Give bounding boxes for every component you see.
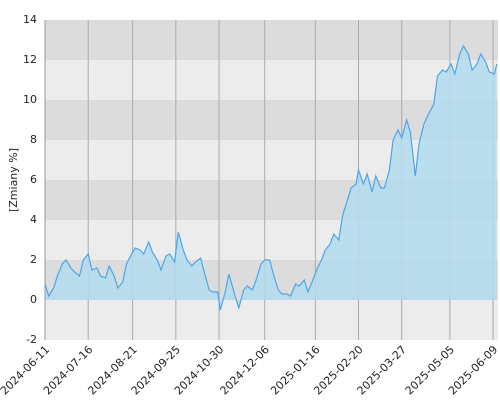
y-tick-label: 10 — [23, 93, 37, 106]
y-tick-label: 8 — [30, 133, 37, 146]
y-tick-label: 12 — [23, 53, 37, 66]
grid-band — [45, 60, 498, 100]
grid-band — [45, 20, 498, 60]
y-tick-label: -2 — [26, 333, 37, 346]
y-tick-label: 0 — [30, 293, 37, 306]
data-line — [44, 44, 498, 311]
y-tick-label: 14 — [23, 13, 37, 26]
y-axis-label: [Zmiany %] — [7, 148, 20, 212]
y-tick-label: 6 — [30, 173, 37, 186]
y-tick-label: 2 — [30, 253, 37, 266]
x-tick-label: 2024-12-06 — [218, 343, 272, 397]
y-tick-label: 4 — [30, 213, 37, 226]
area-fill — [45, 46, 497, 310]
grid-band — [45, 300, 498, 340]
